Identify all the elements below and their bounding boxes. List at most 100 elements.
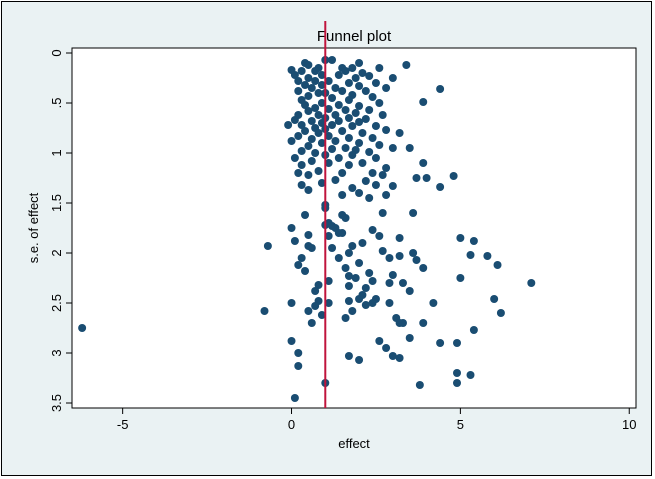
data-point bbox=[395, 129, 404, 137]
data-point bbox=[419, 319, 428, 327]
data-point bbox=[371, 79, 380, 87]
data-point bbox=[317, 179, 326, 187]
data-point bbox=[436, 183, 445, 191]
data-point bbox=[334, 117, 343, 125]
data-point bbox=[375, 64, 384, 72]
data-point bbox=[456, 274, 465, 282]
data-point bbox=[469, 326, 478, 334]
data-point bbox=[317, 71, 326, 79]
data-point bbox=[311, 67, 320, 75]
data-point bbox=[314, 167, 323, 175]
data-point bbox=[358, 69, 367, 77]
data-point bbox=[466, 251, 475, 259]
data-point bbox=[294, 132, 303, 140]
data-point bbox=[301, 267, 310, 275]
data-point bbox=[493, 261, 502, 269]
y-tick-label: 2.5 bbox=[49, 294, 64, 312]
data-point bbox=[375, 141, 384, 149]
data-point bbox=[307, 135, 316, 143]
data-point bbox=[405, 144, 414, 152]
data-point bbox=[466, 371, 475, 379]
data-point bbox=[348, 307, 357, 315]
data-point bbox=[304, 171, 313, 179]
data-point bbox=[355, 59, 364, 67]
data-point bbox=[422, 174, 431, 182]
data-point bbox=[344, 272, 353, 280]
data-point bbox=[371, 181, 380, 189]
data-point bbox=[297, 161, 306, 169]
y-tick-label: 3 bbox=[49, 349, 64, 356]
data-point bbox=[317, 99, 326, 107]
data-point bbox=[355, 259, 364, 267]
data-point bbox=[341, 106, 350, 114]
data-point bbox=[409, 249, 418, 257]
data-point bbox=[453, 379, 462, 387]
data-point bbox=[355, 82, 364, 90]
data-point bbox=[344, 134, 353, 142]
data-point bbox=[290, 116, 299, 124]
data-point bbox=[385, 299, 394, 307]
data-point bbox=[287, 137, 296, 145]
y-axis-title: s.e. of effect bbox=[26, 192, 41, 263]
data-point bbox=[361, 115, 370, 123]
data-point bbox=[382, 126, 391, 134]
data-point bbox=[453, 369, 462, 377]
data-point bbox=[307, 157, 316, 165]
data-point bbox=[419, 159, 428, 167]
x-axis: -5 0 5 10 bbox=[117, 408, 636, 432]
data-point bbox=[301, 101, 310, 109]
x-axis-title: effect bbox=[338, 436, 370, 451]
data-point bbox=[304, 74, 313, 82]
data-point bbox=[378, 171, 387, 179]
data-point bbox=[287, 224, 296, 232]
data-point bbox=[334, 229, 343, 237]
data-point bbox=[358, 129, 367, 137]
data-point bbox=[382, 164, 391, 172]
data-point bbox=[365, 194, 374, 202]
data-point bbox=[412, 256, 421, 264]
data-point bbox=[294, 87, 303, 95]
data-point bbox=[382, 84, 391, 92]
data-point bbox=[338, 169, 347, 177]
data-point bbox=[449, 172, 458, 180]
data-point bbox=[328, 244, 337, 252]
data-point bbox=[344, 79, 353, 87]
data-point bbox=[328, 94, 337, 102]
data-point bbox=[412, 174, 421, 182]
plot-area bbox=[71, 47, 637, 409]
data-point bbox=[311, 287, 320, 295]
x-tick-label: -5 bbox=[117, 417, 129, 432]
data-point bbox=[358, 159, 367, 167]
data-point bbox=[483, 252, 492, 260]
data-point bbox=[334, 254, 343, 262]
data-point bbox=[301, 211, 310, 219]
data-point bbox=[395, 354, 404, 362]
data-point bbox=[317, 81, 326, 89]
data-point bbox=[368, 277, 377, 285]
data-point bbox=[365, 72, 374, 80]
data-point bbox=[378, 247, 387, 255]
data-point bbox=[287, 337, 296, 345]
data-point bbox=[388, 182, 397, 190]
data-point bbox=[382, 344, 391, 352]
data-point bbox=[385, 254, 394, 262]
data-point bbox=[314, 89, 323, 97]
data-point bbox=[355, 102, 364, 110]
data-point bbox=[314, 129, 323, 137]
data-point bbox=[365, 106, 374, 114]
data-point bbox=[328, 145, 337, 153]
data-point bbox=[317, 139, 326, 147]
data-point bbox=[338, 127, 347, 135]
data-point bbox=[436, 85, 445, 93]
data-point bbox=[351, 74, 360, 82]
data-point bbox=[324, 277, 333, 285]
data-point bbox=[341, 67, 350, 75]
data-point bbox=[415, 381, 424, 389]
data-point bbox=[355, 118, 364, 126]
data-point bbox=[398, 279, 407, 287]
data-point bbox=[341, 264, 350, 272]
data-point bbox=[388, 144, 397, 152]
data-point bbox=[371, 154, 380, 162]
data-point bbox=[368, 299, 377, 307]
